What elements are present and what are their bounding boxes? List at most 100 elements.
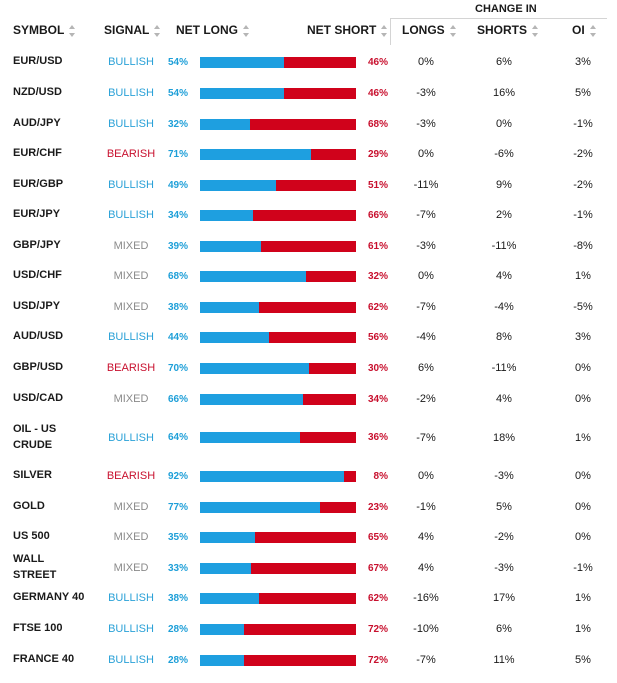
- net-short-column-header[interactable]: NET SHORT: [307, 23, 388, 37]
- table-row[interactable]: GBP/USD BEARISH 70% 30% 6% -11% 0%: [0, 353, 617, 383]
- table-row[interactable]: US 500 MIXED 35% 65% 4% -2% 0%: [0, 522, 617, 552]
- oi-change-cell: -2%: [573, 179, 593, 191]
- symbol-cell[interactable]: WALL STREET: [13, 553, 57, 581]
- shorts-change-cell: 16%: [492, 87, 516, 99]
- net-short-percent: 61%: [367, 240, 388, 252]
- symbol-cell[interactable]: AUD/JPY: [13, 117, 61, 130]
- change-in-divider: [390, 18, 607, 19]
- symbol-cell[interactable]: GBP/JPY: [13, 239, 61, 252]
- table-row[interactable]: EUR/CHF BEARISH 71% 29% 0% -6% -2%: [0, 139, 617, 169]
- sort-icon[interactable]: [69, 24, 76, 37]
- table-row[interactable]: NZD/USD BULLISH 54% 46% -3% 16% 5%: [0, 78, 617, 108]
- signal-cell: MIXED: [113, 501, 149, 513]
- symbol-cell[interactable]: GBP/USD: [13, 361, 64, 374]
- oi-change-cell: -2%: [573, 148, 593, 160]
- shorts-change-cell: 6%: [496, 623, 512, 635]
- signal-cell: MIXED: [113, 562, 149, 574]
- net-short-percent: 29%: [367, 148, 388, 160]
- symbol-cell[interactable]: GERMANY 40: [13, 591, 85, 604]
- signal-cell: BULLISH: [108, 592, 154, 604]
- net-long-percent: 92%: [167, 470, 188, 482]
- net-long-percent: 70%: [167, 362, 188, 374]
- shorts-change-cell: 4%: [496, 393, 512, 405]
- symbol-cell[interactable]: USD/CHF: [13, 269, 62, 282]
- net-short-header-label: NET SHORT: [307, 23, 377, 37]
- net-short-percent: 51%: [367, 179, 388, 191]
- oi-change-cell: 5%: [575, 87, 591, 99]
- table-row[interactable]: SILVER BEARISH 92% 8% 0% -3% 0%: [0, 461, 617, 491]
- signal-cell: BULLISH: [108, 209, 154, 221]
- longs-change-cell: -3%: [416, 240, 436, 252]
- signal-cell: MIXED: [113, 301, 149, 313]
- sort-icon[interactable]: [449, 24, 457, 37]
- oi-change-cell: 0%: [575, 501, 591, 513]
- long-short-bar: [200, 270, 356, 282]
- net-short-percent: 34%: [367, 393, 388, 405]
- table-row[interactable]: GOLD MIXED 77% 23% -1% 5% 0%: [0, 492, 617, 522]
- table-row[interactable]: USD/JPY MIXED 38% 62% -7% -4% -5%: [0, 292, 617, 322]
- table-row[interactable]: WALL STREET MIXED 33% 67% 4% -3% -1%: [0, 553, 617, 583]
- sort-icon[interactable]: [532, 24, 539, 37]
- sort-icon[interactable]: [243, 24, 250, 37]
- long-bar-fill: [200, 562, 252, 574]
- net-long-percent: 54%: [167, 56, 188, 68]
- symbol-cell[interactable]: EUR/USD: [13, 55, 63, 68]
- long-short-bar: [200, 562, 356, 574]
- shorts-change-cell: 9%: [496, 179, 512, 191]
- symbol-cell[interactable]: EUR/GBP: [13, 178, 64, 191]
- table-row[interactable]: EUR/USD BULLISH 54% 46% 0% 6% 3%: [0, 47, 617, 77]
- long-short-bar: [200, 56, 356, 68]
- oi-change-cell: -1%: [573, 118, 593, 130]
- shorts-column-header[interactable]: SHORTS: [477, 23, 539, 37]
- shorts-change-cell: 11%: [493, 654, 515, 666]
- symbol-cell[interactable]: FRANCE 40: [13, 653, 75, 666]
- table-row[interactable]: USD/CHF MIXED 68% 32% 0% 4% 1%: [0, 261, 617, 291]
- table-row[interactable]: FRANCE 40 BULLISH 28% 72% -7% 11% 5%: [0, 645, 617, 675]
- table-row[interactable]: AUD/USD BULLISH 44% 56% -4% 8% 3%: [0, 322, 617, 352]
- symbol-cell[interactable]: NZD/USD: [13, 86, 62, 99]
- sort-icon[interactable]: [589, 24, 597, 37]
- long-bar-fill: [200, 501, 321, 513]
- shorts-change-cell: -6%: [494, 148, 514, 160]
- shorts-change-cell: 2%: [496, 209, 512, 221]
- long-short-bar: [200, 470, 356, 482]
- net-long-column-header[interactable]: NET LONG: [176, 23, 250, 37]
- symbol-cell[interactable]: FTSE 100: [13, 622, 63, 635]
- oi-change-cell: 3%: [575, 56, 591, 68]
- net-long-percent: 66%: [167, 393, 188, 405]
- signal-cell: BEARISH: [106, 470, 156, 482]
- table-row[interactable]: EUR/GBP BULLISH 49% 51% -11% 9% -2%: [0, 170, 617, 200]
- oi-column-header[interactable]: OI: [572, 23, 597, 37]
- symbol-cell[interactable]: EUR/CHF: [13, 147, 62, 160]
- table-row[interactable]: USD/CAD MIXED 66% 34% -2% 4% 0%: [0, 384, 617, 414]
- symbol-cell[interactable]: USD/JPY: [13, 300, 61, 313]
- oi-change-cell: 5%: [575, 654, 591, 666]
- symbol-cell[interactable]: SILVER: [13, 469, 52, 482]
- table-row[interactable]: GERMANY 40 BULLISH 38% 62% -16% 17% 1%: [0, 583, 617, 613]
- table-row[interactable]: EUR/JPY BULLISH 34% 66% -7% 2% -1%: [0, 200, 617, 230]
- symbol-cell[interactable]: EUR/JPY: [13, 208, 61, 221]
- symbol-cell[interactable]: AUD/USD: [13, 330, 64, 343]
- net-short-percent: 62%: [367, 592, 388, 604]
- table-row[interactable]: GBP/JPY MIXED 39% 61% -3% -11% -8%: [0, 231, 617, 261]
- long-bar-fill: [200, 270, 307, 282]
- net-long-percent: 44%: [167, 331, 188, 343]
- signal-cell: MIXED: [113, 240, 149, 252]
- table-row[interactable]: AUD/JPY BULLISH 32% 68% -3% 0% -1%: [0, 109, 617, 139]
- sort-icon[interactable]: [154, 24, 161, 37]
- symbol-column-header[interactable]: SYMBOL: [13, 23, 76, 37]
- symbol-cell[interactable]: US 500: [13, 530, 50, 543]
- net-long-percent: 38%: [167, 592, 188, 604]
- net-long-percent: 39%: [167, 240, 188, 252]
- symbol-cell[interactable]: USD/CAD: [13, 392, 64, 405]
- symbol-cell[interactable]: GOLD: [13, 500, 45, 513]
- sort-icon[interactable]: [381, 24, 388, 37]
- net-short-percent: 46%: [367, 56, 388, 68]
- signal-column-header[interactable]: SIGNAL: [104, 23, 161, 37]
- table-row[interactable]: FTSE 100 BULLISH 28% 72% -10% 6% 1%: [0, 614, 617, 644]
- longs-column-header[interactable]: LONGS: [402, 23, 457, 37]
- table-row[interactable]: OIL - US CRUDE BULLISH 64% 36% -7% 18% 1%: [0, 414, 617, 461]
- symbol-cell[interactable]: OIL - US CRUDE: [13, 422, 57, 451]
- oi-change-cell: 1%: [575, 270, 591, 282]
- net-short-percent: 62%: [367, 301, 388, 313]
